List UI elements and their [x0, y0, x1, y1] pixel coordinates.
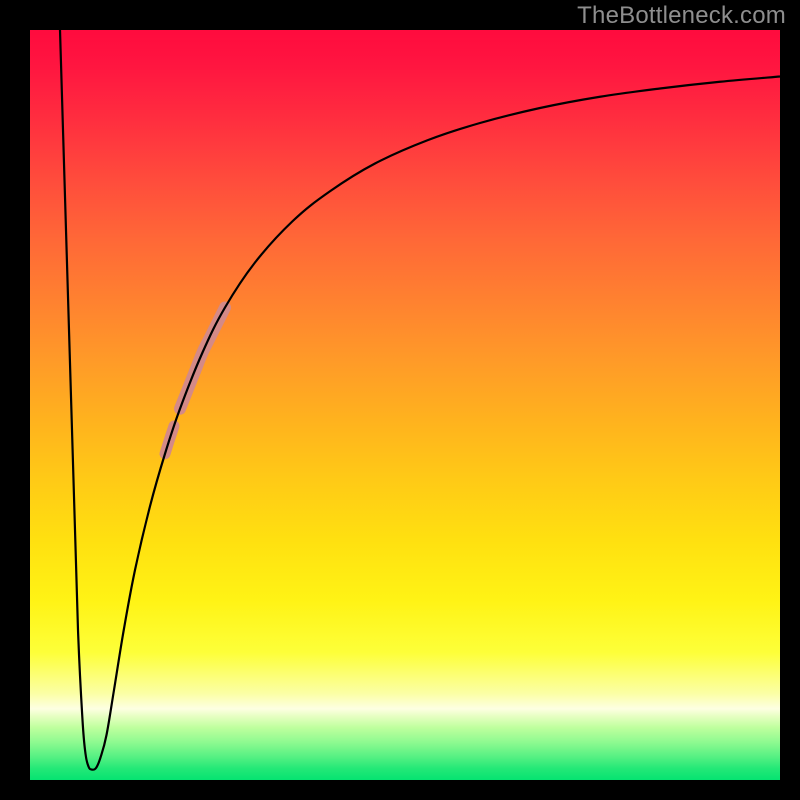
chart-stage: TheBottleneck.com [0, 0, 800, 800]
curve-overlay [0, 0, 800, 800]
watermark-text: TheBottleneck.com [577, 2, 786, 30]
bottleneck-curve [60, 30, 780, 770]
